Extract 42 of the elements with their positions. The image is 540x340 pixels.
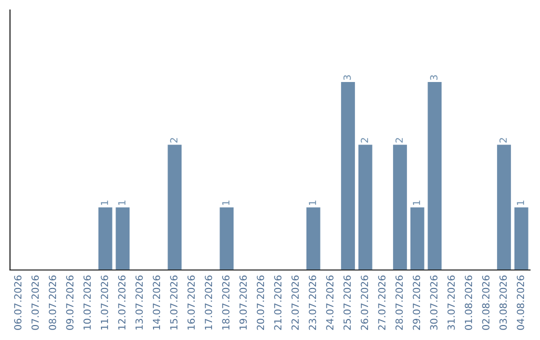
x-tick-label: 09.07.2026: [66, 275, 74, 330]
x-tick-label: 29.07.2026: [412, 275, 420, 330]
data-label: 1: [516, 200, 524, 205]
x-tick-label: 25.07.2026: [343, 275, 351, 330]
x-tick-label: 14.07.2026: [152, 275, 160, 330]
x-tick-label: 24.07.2026: [326, 275, 334, 330]
data-label: 2: [170, 138, 178, 143]
x-tick-label: 18.07.2026: [222, 275, 230, 330]
x-tick-label: 08.07.2026: [48, 275, 56, 330]
data-label: 3: [430, 75, 438, 80]
x-tick-label: 06.07.2026: [14, 275, 22, 330]
x-tick-label: 10.07.2026: [83, 275, 91, 330]
x-tick-label: 19.07.2026: [239, 275, 247, 330]
data-label: 1: [100, 200, 108, 205]
x-tick-label: 07.07.2026: [31, 275, 39, 330]
data-label: 2: [499, 138, 507, 143]
x-tick-label: 03.08.2026: [499, 275, 507, 330]
x-tick-label: 28.07.2026: [395, 275, 403, 330]
data-label: 2: [395, 138, 403, 143]
x-tick-label: 12.07.2026: [118, 275, 126, 330]
x-tick-label: 22.07.2026: [291, 275, 299, 330]
x-tick-label: 02.08.2026: [482, 275, 490, 330]
data-label: 1: [118, 200, 126, 205]
x-tick-label: 26.07.2026: [360, 275, 368, 330]
x-tick-label: 27.07.2026: [378, 275, 386, 330]
x-tick-label: 13.07.2026: [135, 275, 143, 330]
x-tick-label: 31.07.2026: [447, 275, 455, 330]
data-label: 2: [360, 138, 368, 143]
x-tick-label: 23.07.2026: [308, 275, 316, 330]
x-tick-label: 01.08.2026: [464, 275, 472, 330]
x-tick-label: 04.08.2026: [516, 275, 524, 330]
x-tick-label: 21.07.2026: [274, 275, 282, 330]
x-tick-label: 16.07.2026: [187, 275, 195, 330]
x-tick-label: 30.07.2026: [430, 275, 438, 330]
data-label: 1: [222, 200, 230, 205]
x-tick-label: 20.07.2026: [256, 275, 264, 330]
data-label: 3: [343, 75, 351, 80]
x-tick-label: 17.07.2026: [204, 275, 212, 330]
data-label: 1: [308, 200, 316, 205]
x-tick-label: 11.07.2026: [100, 275, 108, 330]
data-label: 1: [412, 200, 420, 205]
x-tick-label: 15.07.2026: [170, 275, 178, 330]
